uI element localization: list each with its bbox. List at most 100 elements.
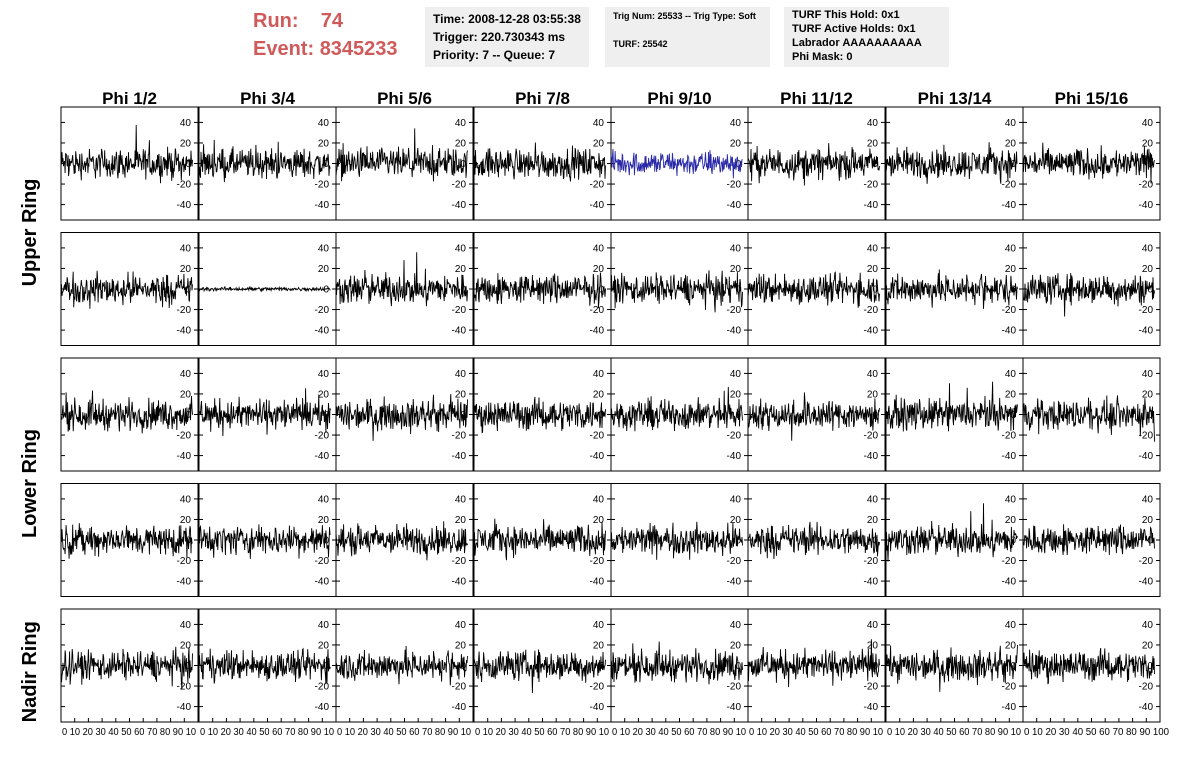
y-tick-label: 20 <box>318 389 330 400</box>
y-tick-label: 20 <box>593 389 605 400</box>
waveform-trace <box>335 128 468 182</box>
waveform-trace <box>885 269 1018 309</box>
y-tick-label: 20 <box>593 264 605 275</box>
waveform-trace <box>885 142 1018 184</box>
y-tick-label: -40 <box>864 577 879 588</box>
y-tick-label: 40 <box>867 118 879 129</box>
turf-text: TURF: 25542 <box>613 39 668 49</box>
y-tick-label: 40 <box>180 118 192 129</box>
y-tick-label: -40 <box>864 451 879 462</box>
time-panel: Time: 2008-12-28 03:55:38 Trigger: 220.7… <box>425 7 589 67</box>
y-tick-label: -40 <box>1139 326 1154 337</box>
y-tick-label: 40 <box>867 494 879 505</box>
y-tick-label: -40 <box>727 577 742 588</box>
y-tick-label: -20 <box>727 305 742 316</box>
y-tick-label: 40 <box>730 118 742 129</box>
y-tick-label: 40 <box>1005 620 1017 631</box>
waveform-trace <box>473 272 606 309</box>
waveform-trace <box>747 639 880 688</box>
waveform-trace <box>1022 524 1155 556</box>
y-tick-label: 20 <box>180 264 192 275</box>
y-tick-label: 20 <box>730 389 742 400</box>
y-tick-label: -20 <box>1002 180 1017 191</box>
waveform-trace <box>473 142 606 182</box>
y-tick-label: -40 <box>452 451 467 462</box>
column-title-3: Phi 5/6 <box>377 89 432 108</box>
y-tick-label: 20 <box>318 640 330 651</box>
waveform-trace <box>885 644 1018 692</box>
y-tick-label: -20 <box>590 556 605 567</box>
event-line: Event: 8345233 <box>253 38 398 61</box>
waveform-trace <box>1022 647 1155 685</box>
time-text: Time: 2008-12-28 03:55:38 <box>433 12 581 26</box>
y-tick-label: 40 <box>180 243 192 254</box>
waveform-panel-r1-c4: 40 20 0 -20 -40 <box>473 106 612 221</box>
y-tick-label: 20 <box>593 515 605 526</box>
y-tick-label: -40 <box>177 326 192 337</box>
waveform-trace <box>610 270 743 313</box>
y-tick-label: 20 <box>1142 515 1154 526</box>
y-tick-label: 40 <box>593 243 605 254</box>
y-tick-label: 40 <box>1005 118 1017 129</box>
waveform-trace <box>60 390 193 434</box>
y-tick-label: 40 <box>318 494 330 505</box>
y-tick-label: 0 <box>872 285 878 296</box>
waveform-panel-r3-c8: 40 20 0 -20 -40 <box>1022 357 1161 472</box>
y-tick-label: 40 <box>1005 494 1017 505</box>
y-tick-label: -40 <box>727 200 742 211</box>
y-tick-label: 40 <box>730 620 742 631</box>
y-tick-label: 20 <box>1005 389 1017 400</box>
y-tick-label: 20 <box>1142 264 1154 275</box>
y-tick-label: -20 <box>315 180 330 191</box>
event-value: 8345233 <box>319 38 398 60</box>
waveform-trace <box>473 518 606 561</box>
column-title-1: Phi 1/2 <box>102 89 157 108</box>
y-tick-label: 40 <box>1142 369 1154 380</box>
waveform-trace <box>198 139 331 183</box>
y-tick-label: -20 <box>452 180 467 191</box>
turf-active-text: TURF Active Holds: 0x1 <box>792 23 916 35</box>
waveform-panel-r5-c8: 40 20 0 -20 -40 0 10 20 30 40 50 60 70 80 90 … <box>1022 608 1169 738</box>
waveform-trace <box>1022 142 1155 184</box>
waveform-trace <box>60 270 193 309</box>
y-tick-label: -40 <box>1002 326 1017 337</box>
run-value: 74 <box>320 10 344 32</box>
y-tick-label: 40 <box>318 620 330 631</box>
waveform-trace <box>335 645 468 686</box>
y-tick-label: 40 <box>1142 620 1154 631</box>
y-tick-label: -40 <box>590 451 605 462</box>
y-tick-label: 20 <box>180 640 192 651</box>
y-tick-label: 20 <box>867 138 879 149</box>
waveform-trace <box>885 381 1018 432</box>
y-tick-label: -20 <box>1139 180 1154 191</box>
y-tick-label: -20 <box>1002 305 1017 316</box>
x-tick-labels: 0 10 20 30 40 50 60 70 80 90 10 <box>62 727 196 738</box>
y-tick-label: -20 <box>1139 556 1154 567</box>
y-tick-label: -20 <box>177 682 192 693</box>
x-tick-labels: 0 10 20 30 40 50 60 70 80 90 10 <box>200 727 334 738</box>
waveform-trace <box>473 649 606 694</box>
waveform-trace <box>198 524 331 559</box>
waveform-panel-r2-c2: 40 20 0 -20 -40 <box>198 232 337 346</box>
y-tick-label: -20 <box>1139 431 1154 442</box>
turf-panel: TURF This Hold: 0x1 TURF Active Holds: 0… <box>784 7 949 67</box>
column-title-2: Phi 3/4 <box>240 89 295 108</box>
waveform-trace <box>747 271 880 308</box>
y-tick-label: -40 <box>315 702 330 713</box>
y-tick-label: -20 <box>864 556 879 567</box>
y-tick-label: 40 <box>318 118 330 129</box>
y-tick-label: 20 <box>455 264 467 275</box>
y-tick-label: -40 <box>1002 577 1017 588</box>
y-tick-label: 40 <box>180 494 192 505</box>
y-tick-label: -20 <box>864 305 879 316</box>
waveform-trace <box>1022 395 1155 442</box>
waveform-trace <box>335 393 468 441</box>
